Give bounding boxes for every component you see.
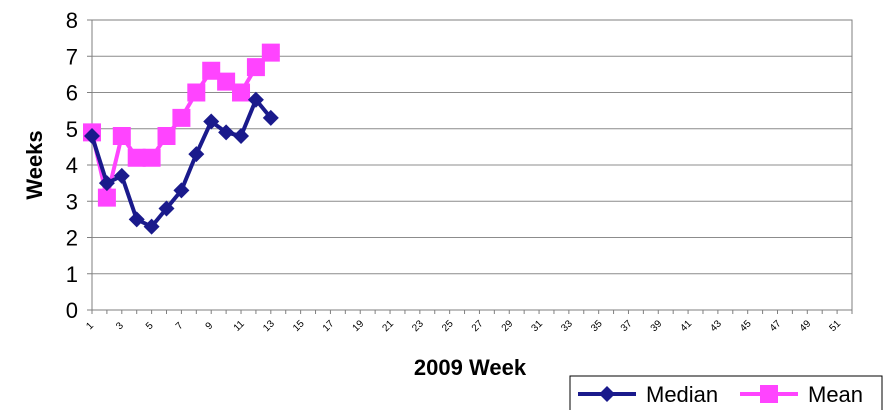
data-point-median	[173, 182, 190, 199]
y-tick-label: 2	[66, 226, 78, 251]
legend: Median Mean	[569, 375, 883, 410]
data-point-median	[203, 113, 220, 130]
data-point-mean	[246, 58, 265, 77]
x-tick-label: 21	[380, 318, 396, 334]
series-median	[84, 91, 279, 235]
series-layer	[83, 43, 280, 235]
y-tick-label: 3	[66, 189, 78, 214]
legend-marker-mean	[760, 385, 778, 403]
gridlines	[92, 55, 852, 275]
legend-marker-median	[599, 386, 615, 402]
x-tick-label: 17	[321, 318, 337, 334]
x-tick-label: 49	[798, 318, 814, 334]
data-point-median	[113, 167, 130, 184]
x-tick-label: 39	[649, 318, 665, 334]
x-tick-label: 35	[589, 318, 605, 334]
data-point-mean	[157, 127, 176, 145]
y-axis: 0 1 2 3 4 5 6 7 8	[66, 8, 92, 323]
data-point-median	[158, 200, 175, 217]
x-tick-label: 3	[114, 320, 126, 332]
y-tick-label: 8	[66, 8, 78, 33]
x-tick-label: 51	[828, 318, 844, 334]
series-mean	[83, 43, 280, 207]
x-axis-label: 2009 Week	[414, 355, 527, 380]
data-point-median	[128, 211, 145, 228]
x-tick-label: 29	[500, 318, 516, 334]
y-tick-label: 6	[66, 81, 78, 106]
data-point-mean	[232, 83, 251, 102]
data-point-mean	[127, 148, 146, 167]
data-point-mean	[187, 83, 206, 102]
data-point-median	[143, 218, 160, 235]
x-tick-label: 37	[619, 318, 635, 334]
data-point-median	[262, 109, 279, 126]
legend-label-median: Median	[646, 382, 718, 407]
y-axis-label: Weeks	[22, 130, 47, 199]
data-point-mean	[97, 188, 116, 207]
x-tick-label: 19	[351, 318, 367, 334]
data-point-mean	[202, 61, 221, 80]
x-tick-label: 47	[768, 318, 784, 334]
y-tick-label: 4	[66, 153, 78, 178]
x-tick-label: 9	[204, 320, 216, 332]
data-point-median	[247, 91, 264, 108]
data-point-median	[98, 175, 115, 192]
data-point-median	[188, 146, 205, 163]
data-point-mean	[261, 43, 280, 62]
x-axis: 1 3 5 7 9 11 13 15 17 19 21 23 25 27 29 31 33 35 37 39 41 43 4…	[84, 310, 853, 334]
y-tick-label: 7	[66, 44, 78, 69]
x-tick-label: 41	[678, 318, 694, 334]
x-tick-label: 5	[144, 320, 156, 332]
data-point-mean	[142, 148, 161, 167]
y-tick-label: 5	[66, 117, 78, 142]
x-tick-label: 45	[738, 318, 754, 334]
x-tick-label: 13	[261, 318, 277, 334]
y-tick-label: 0	[66, 298, 78, 323]
x-tick-label: 33	[559, 318, 575, 334]
x-tick-label: 23	[410, 318, 426, 334]
x-tick-label: 27	[470, 318, 486, 334]
x-tick-label: 11	[232, 318, 247, 333]
x-tick-label: 25	[440, 318, 456, 334]
data-point-median	[233, 128, 250, 144]
data-point-median	[84, 128, 100, 144]
x-tick-label: 1	[84, 320, 96, 332]
data-point-mean	[172, 108, 191, 127]
legend-label-mean: Mean	[808, 382, 863, 407]
x-tick-label: 31	[529, 318, 545, 334]
data-point-median	[218, 124, 235, 141]
x-tick-label: 43	[708, 318, 724, 334]
x-tick-label: 15	[291, 318, 307, 334]
x-tick-label: 7	[174, 320, 186, 332]
data-point-mean	[217, 72, 236, 91]
data-point-mean	[112, 127, 131, 145]
y-tick-label: 1	[66, 262, 78, 287]
